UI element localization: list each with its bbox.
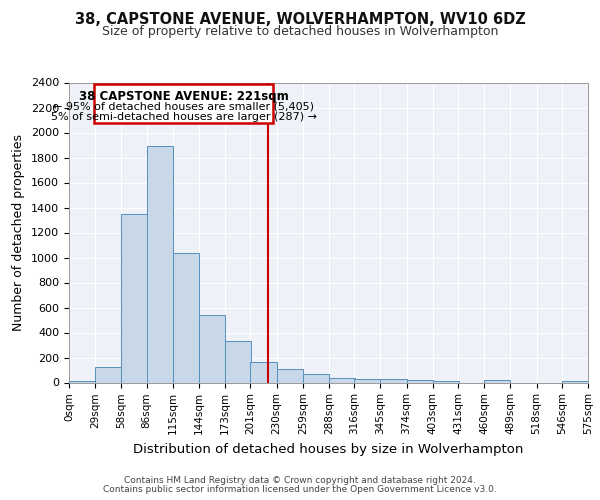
Bar: [199, 315, 225, 382]
Bar: [407, 380, 433, 382]
Bar: [146, 146, 173, 382]
Bar: [69, 380, 95, 382]
Bar: [562, 380, 588, 382]
Bar: [250, 362, 277, 382]
Y-axis label: Number of detached properties: Number of detached properties: [13, 134, 25, 331]
Text: 5% of semi-detached houses are larger (287) →: 5% of semi-detached houses are larger (2…: [50, 112, 317, 122]
Text: 38, CAPSTONE AVENUE, WOLVERHAMPTON, WV10 6DZ: 38, CAPSTONE AVENUE, WOLVERHAMPTON, WV10…: [74, 12, 526, 28]
Text: Contains HM Land Registry data © Crown copyright and database right 2024.: Contains HM Land Registry data © Crown c…: [124, 476, 476, 485]
Bar: [95, 367, 121, 382]
Text: Contains public sector information licensed under the Open Government Licence v3: Contains public sector information licen…: [103, 485, 497, 494]
Bar: [121, 214, 148, 382]
Bar: [277, 369, 303, 382]
Bar: [354, 379, 380, 382]
Bar: [225, 340, 251, 382]
Text: ← 95% of detached houses are smaller (5,405): ← 95% of detached houses are smaller (5,…: [53, 102, 314, 112]
Bar: [173, 252, 199, 382]
Bar: [303, 374, 329, 382]
Bar: [380, 380, 407, 382]
Bar: [94, 84, 273, 122]
Text: 38 CAPSTONE AVENUE: 221sqm: 38 CAPSTONE AVENUE: 221sqm: [79, 90, 289, 102]
Bar: [484, 380, 511, 382]
Bar: [329, 378, 355, 382]
X-axis label: Distribution of detached houses by size in Wolverhampton: Distribution of detached houses by size …: [133, 442, 524, 456]
Bar: [433, 380, 459, 382]
Text: Size of property relative to detached houses in Wolverhampton: Size of property relative to detached ho…: [102, 25, 498, 38]
